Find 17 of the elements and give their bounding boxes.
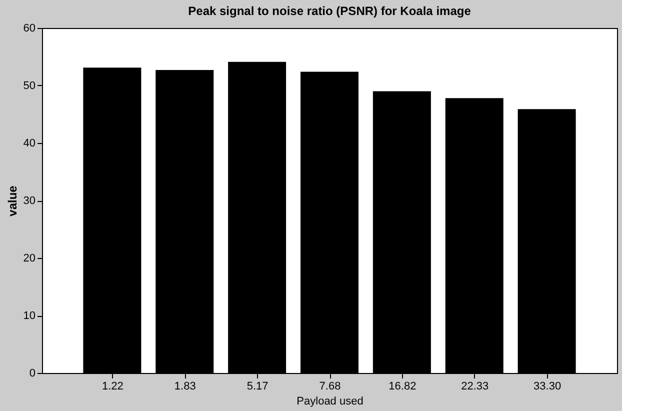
y-axis-title: value [5,185,20,216]
x-tick-label: 1.22 [102,380,124,392]
chart-title: Peak signal to noise ratio (PSNR) for Koala image [188,4,472,18]
y-tick-label: 60 [23,22,36,34]
y-tick-label: 30 [23,195,36,207]
x-tick-label: 1.83 [174,380,196,392]
y-tick-label: 50 [23,80,36,92]
y-tick-label: 0 [29,368,36,380]
x-tick-label: 22.33 [461,380,489,392]
y-tick-label: 20 [23,252,36,264]
y-tick-label: 40 [23,138,36,150]
x-axis-title: Payload used [296,396,364,408]
y-tick-label: 10 [23,310,36,322]
x-tick-label: 7.68 [319,380,341,392]
x-tick-label: 5.17 [246,380,268,392]
x-tick-label: 16.82 [388,380,416,392]
x-tick-label: 33.30 [534,380,562,392]
